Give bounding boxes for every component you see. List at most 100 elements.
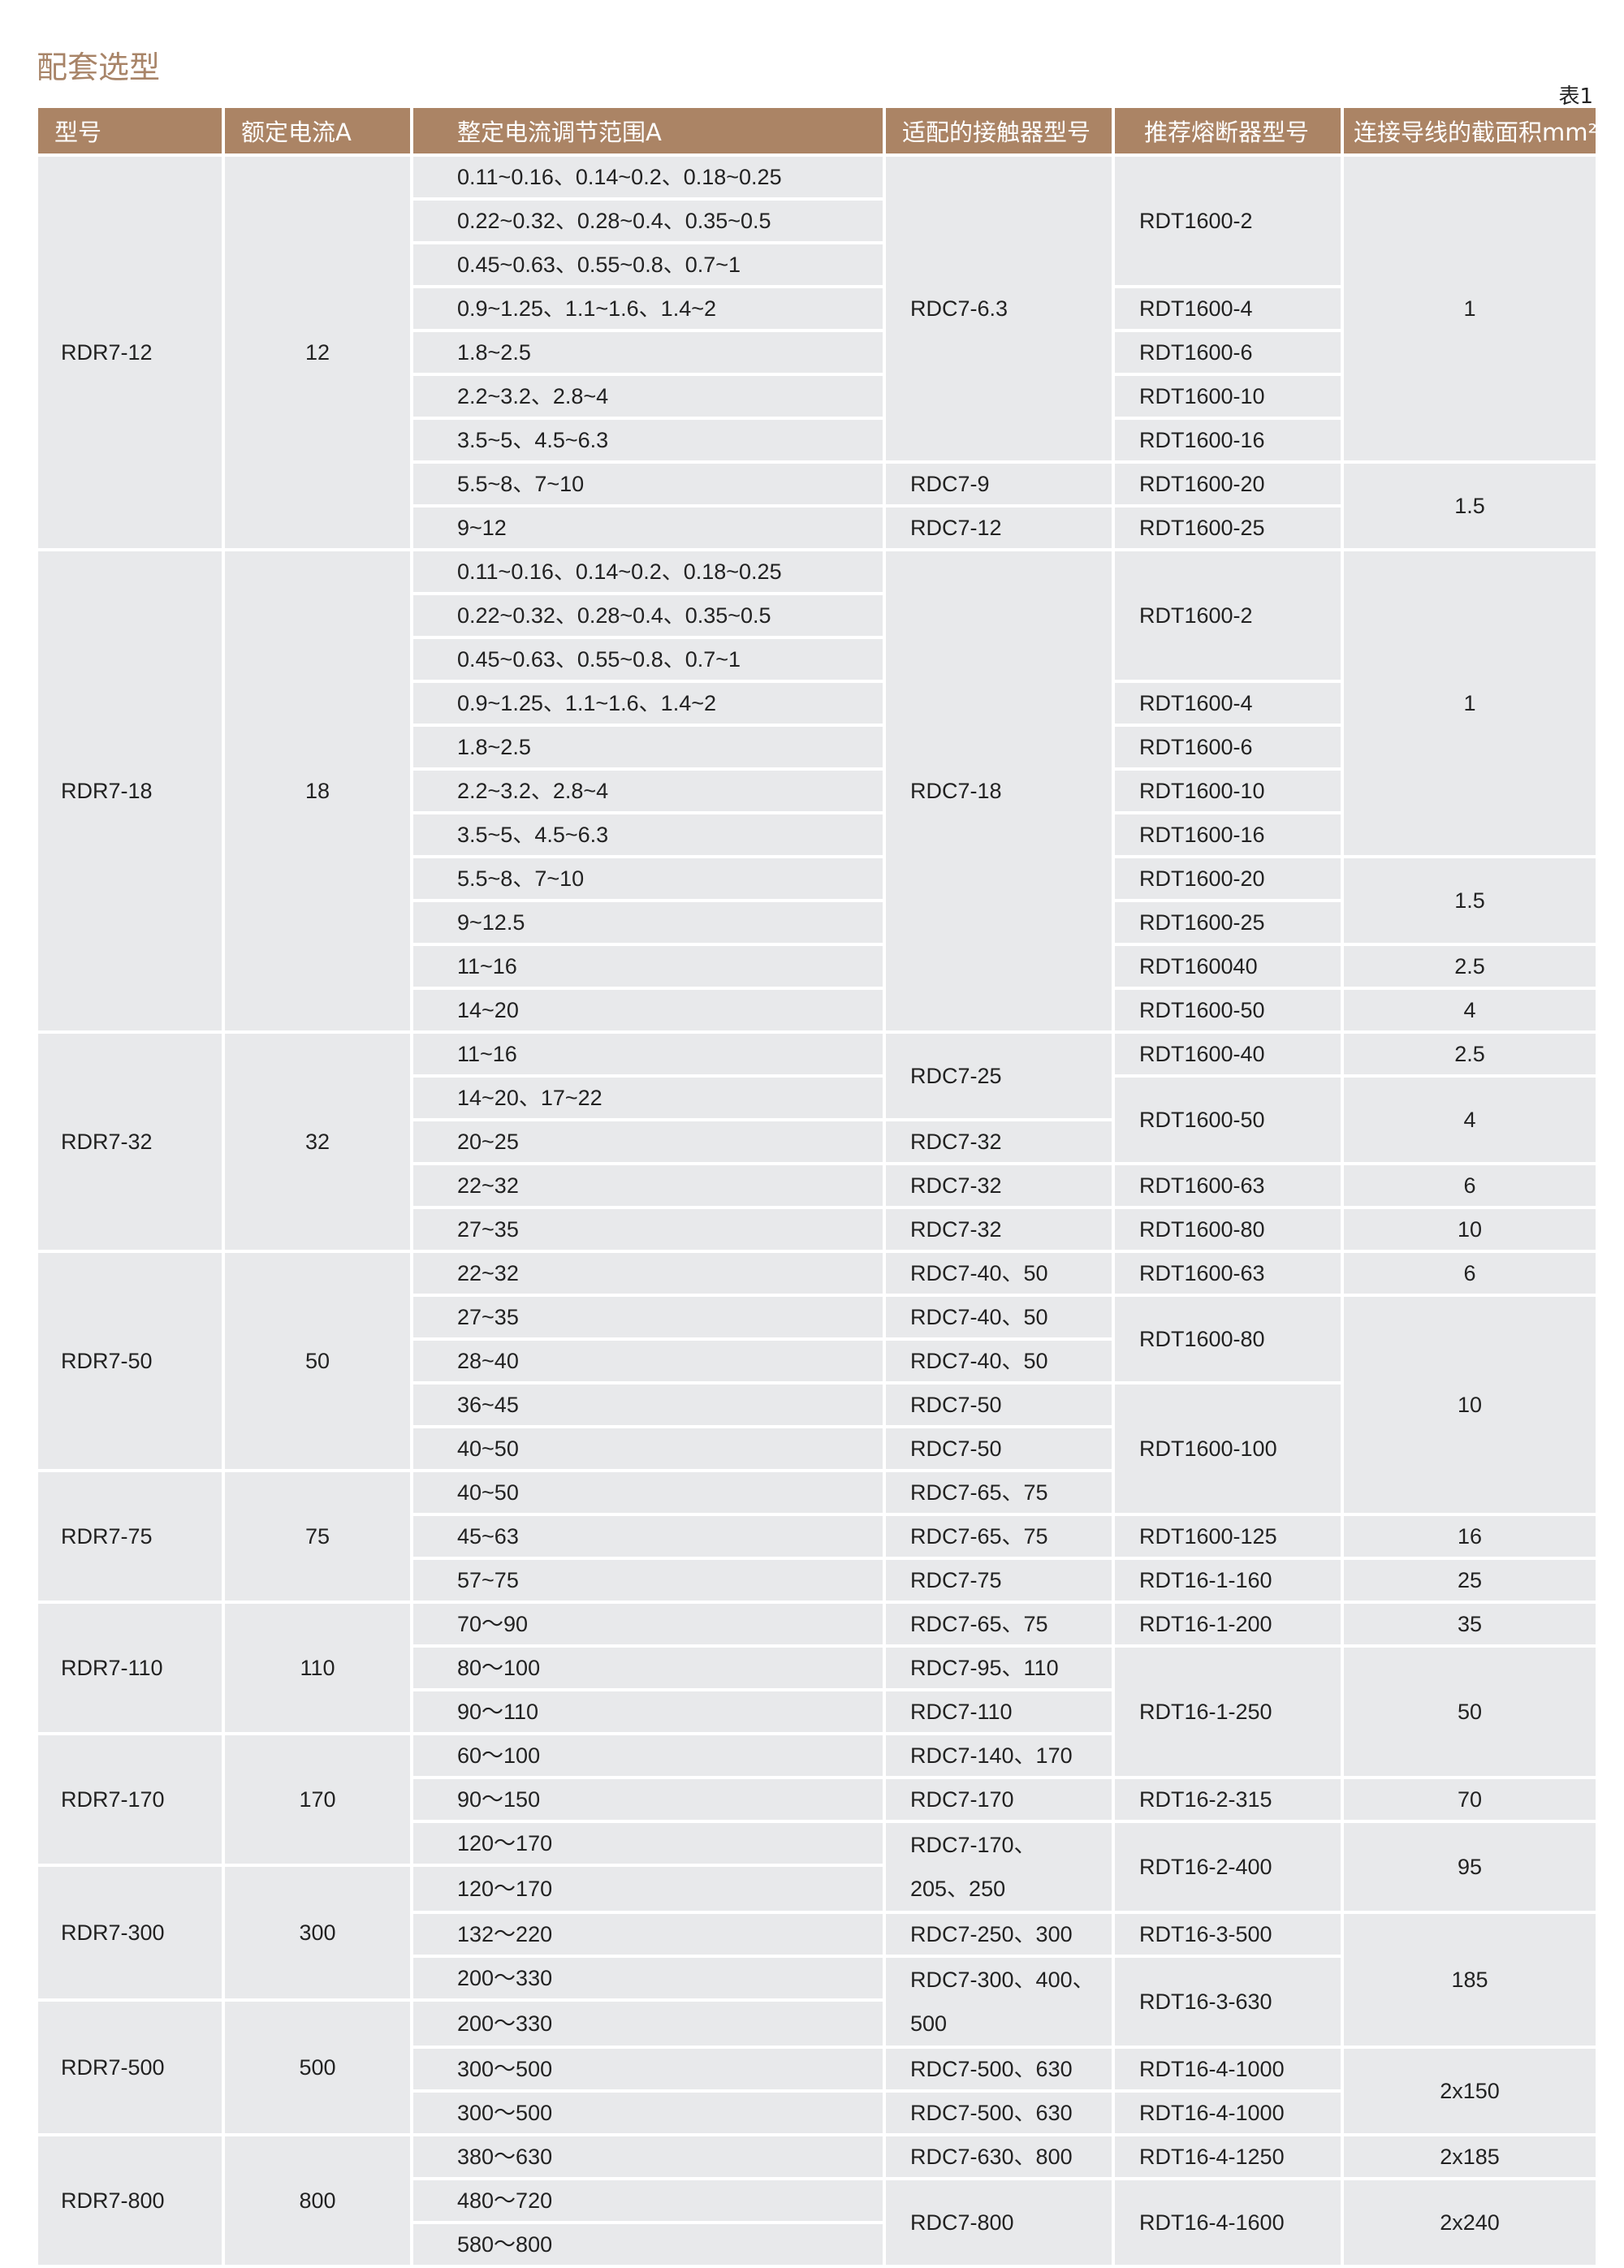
cell-contactor: RDC7-18 — [886, 551, 1112, 1030]
cell-wire-section: 10 — [1344, 1297, 1596, 1513]
header-contactor: 适配的接触器型号 — [886, 108, 1112, 153]
table-row: 0.45~0.63、0.55~0.8、0.7~1 — [38, 244, 1596, 285]
cell-fuse: RDT1600-2 — [1115, 157, 1341, 285]
cell-setting-range: 45~63 — [413, 1516, 883, 1557]
cell-setting-range: 480～720 — [413, 2180, 883, 2221]
cell-fuse: RDT1600-25 — [1115, 508, 1341, 548]
cell-setting-range: 22~32 — [413, 1253, 883, 1294]
table-row: 2.2~3.2、2.8~4 RDT1600-10 — [38, 376, 1596, 417]
table-row: RDR7-18 18 0.11~0.16、0.14~0.2、0.18~0.25 RDC… — [38, 551, 1596, 1030]
cell-fuse: RDT1600-16 — [1115, 814, 1341, 855]
cell-contactor: RDC7-32 — [886, 1209, 1112, 1250]
cell-contactor: RDC7-500、630 — [886, 2049, 1112, 2089]
cell-fuse: RDT1600-10 — [1115, 376, 1341, 417]
page-title: 配套选型 — [37, 50, 161, 85]
table-row: 40~50 RDC7-50 — [38, 1428, 1596, 1469]
table-row: 9~12.5 RDT1600-25 — [38, 902, 1596, 943]
table-row: 3.5~5、4.5~6.3 RDT1600-16 — [38, 420, 1596, 460]
cell-contactor: RDC7-32 — [886, 1121, 1112, 1162]
table-label: 表1 — [1558, 84, 1593, 109]
cell-model: RDR7-170 — [38, 1735, 222, 1864]
cell-fuse: RDT16-2-400 — [1115, 1823, 1341, 1911]
table-row: 20~25 RDC7-32 — [38, 1121, 1596, 1162]
cell-fuse: RDT1600-40 — [1115, 1034, 1341, 1074]
cell-contactor: RDC7-32 — [886, 1165, 1112, 1206]
cell-contactor: RDC7-95、110 — [886, 1648, 1112, 1688]
cell-setting-range: 70～90 — [413, 1604, 883, 1644]
table-header-row: 型号 额定电流A 整定电流调节范围A 适配的接触器型号 推荐熔断器型号 连接导线… — [38, 108, 1597, 153]
cell-contactor: RDC7-9 — [886, 464, 1112, 504]
cell-fuse: RDT1600-2 — [1115, 551, 1341, 680]
table-row: 14~20、17~22 RDT1600-50 4 — [38, 1078, 1596, 1162]
cell-contactor: RDC7-65、75 — [886, 1516, 1112, 1557]
cell-rated-current: 800 — [225, 2136, 410, 2265]
cell-model: RDR7-500 — [38, 2002, 222, 2133]
cell-wire-section: 16 — [1344, 1516, 1596, 1557]
cell-fuse: RDT16-4-1600 — [1115, 2180, 1341, 2265]
cell-fuse: RDT16-4-1000 — [1115, 2093, 1341, 2133]
table-row: RDR7-110 110 70～90 RDC7-65、75 RDT16-1-200 35 — [38, 1604, 1596, 1732]
cell-setting-range: 14~20、17~22 — [413, 1078, 883, 1118]
cell-wire-section: 1.5 — [1344, 464, 1596, 548]
cell-fuse: RDT1600-80 — [1115, 1209, 1341, 1250]
cell-setting-range: 200～330 — [413, 2002, 883, 2046]
cell-model: RDR7-32 — [38, 1034, 222, 1250]
cell-contactor: RDC7-500、630 — [886, 2093, 1112, 2133]
cell-contactor: RDC7-65、75 — [886, 1472, 1112, 1513]
cell-rated-current: 300 — [225, 1867, 410, 1998]
cell-setting-range: 0.45~0.63、0.55~0.8、0.7~1 — [413, 244, 883, 285]
cell-fuse: RDT1600-10 — [1115, 771, 1341, 811]
cell-setting-range: 200～330 — [413, 1958, 883, 1998]
cell-rated-current: 110 — [225, 1604, 410, 1732]
table-row: 11~16 RDT160040 2.5 — [38, 946, 1596, 987]
cell-contactor: RDC7-50 — [886, 1428, 1112, 1469]
table-row: 27~35 RDC7-32 RDT1600-80 10 — [38, 1209, 1596, 1250]
cell-contactor: RDC7-50 — [886, 1385, 1112, 1425]
cell-wire-section: 95 — [1344, 1823, 1596, 1911]
cell-fuse: RDT16-2-315 — [1115, 1779, 1341, 1820]
cell-setting-range: 27~35 — [413, 1209, 883, 1250]
cell-fuse: RDT1600-50 — [1115, 990, 1341, 1030]
table-row: RDR7-170 170 60～100 RDC7-140、170 — [38, 1735, 1596, 1864]
cell-wire-section: 2.5 — [1344, 946, 1596, 987]
cell-setting-range: 9~12.5 — [413, 902, 883, 943]
cell-wire-section: 1 — [1344, 157, 1596, 460]
table-row: 90～150 RDC7-170 RDT16-2-315 70 — [38, 1779, 1596, 1820]
table-row: RDR7-500 500 200～330 — [38, 2002, 1596, 2133]
cell-setting-range: 300～500 — [413, 2093, 883, 2133]
cell-wire-section: 185 — [1344, 1914, 1596, 2046]
header-fuse: 推荐熔断器型号 — [1115, 108, 1341, 153]
cell-model: RDR7-110 — [38, 1604, 222, 1732]
cell-setting-range: 40~50 — [413, 1428, 883, 1469]
table-row: RDR7-75 75 40~50 RDC7-65、75 — [38, 1472, 1596, 1601]
table-row: 0.9~1.25、1.1~1.6、1.4~2 RDT1600-4 — [38, 683, 1596, 724]
cell-setting-range: 3.5~5、4.5~6.3 — [413, 420, 883, 460]
cell-rated-current: 32 — [225, 1034, 410, 1250]
cell-setting-range: 0.11~0.16、0.14~0.2、0.18~0.25 — [413, 551, 883, 592]
table-row: 28~40 RDC7-40、50 — [38, 1341, 1596, 1381]
cell-setting-range: 0.11~0.16、0.14~0.2、0.18~0.25 — [413, 157, 883, 197]
table-row: 1.8~2.5 RDT1600-6 — [38, 332, 1596, 373]
cell-fuse: RDT16-1-160 — [1115, 1560, 1341, 1601]
header-wire-section: 连接导线的截面积mm² — [1344, 108, 1597, 153]
cell-setting-range: 90～110 — [413, 1691, 883, 1732]
table-row: 57~75 RDC7-75 RDT16-1-160 25 — [38, 1560, 1596, 1601]
cell-setting-range: 1.8~2.5 — [413, 727, 883, 767]
cell-setting-range: 300～500 — [413, 2049, 883, 2089]
cell-fuse: RDT1600-50 — [1115, 1078, 1341, 1162]
cell-contactor: RDC7-65、75 — [886, 1604, 1112, 1644]
cell-setting-range: 3.5~5、4.5~6.3 — [413, 814, 883, 855]
table-row: 5.5~8、7~10 RDT1600-20 1.5 — [38, 858, 1596, 943]
cell-model: RDR7-800 — [38, 2136, 222, 2265]
cell-fuse: RDT1600-4 — [1115, 683, 1341, 724]
cell-setting-range: 36~45 — [413, 1385, 883, 1425]
table-row: 22~32 RDC7-32 RDT1600-63 6 — [38, 1165, 1596, 1206]
cell-contactor: RDC7-6.3 — [886, 157, 1112, 460]
cell-contactor: RDC7-140、170 — [886, 1735, 1112, 1776]
cell-fuse: RDT1600-20 — [1115, 464, 1341, 504]
cell-setting-range: 11~16 — [413, 1034, 883, 1074]
table-row: 3.5~5、4.5~6.3 RDT1600-16 — [38, 814, 1596, 855]
cell-model: RDR7-75 — [38, 1472, 222, 1601]
cell-setting-range: 580～800 — [413, 2224, 883, 2265]
cell-setting-range: 90～150 — [413, 1779, 883, 1820]
